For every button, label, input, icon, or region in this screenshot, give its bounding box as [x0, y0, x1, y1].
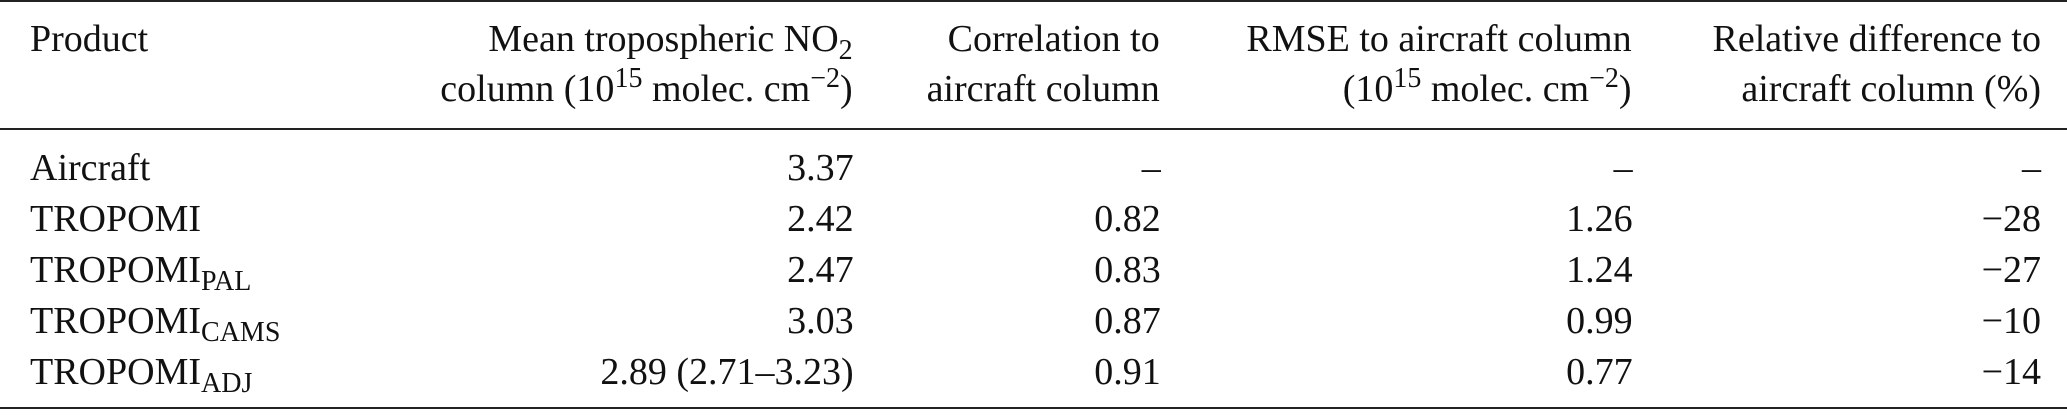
- no2-comparison-table: Product Mean tropospheric NO2 column (10…: [0, 0, 2067, 409]
- row-rmse: –: [1613, 146, 1633, 189]
- row-product: TROPOMI: [30, 197, 202, 240]
- row-relative-difference: −27: [1981, 248, 2041, 291]
- header-correlation-line2: aircraft column: [926, 68, 1160, 110]
- table-row: Aircraft 3.37 – – –: [0, 129, 2067, 193]
- header-correlation-line1: Correlation to: [947, 18, 1160, 60]
- table-row: TROPOMI 2.42 0.82 1.26 −28: [0, 193, 2067, 244]
- header-relative-difference: Relative difference to aircraft column (…: [1632, 0, 2067, 130]
- row-product: Aircraft: [30, 146, 151, 189]
- header-mean-line1: Mean tropospheric NO2: [488, 18, 853, 66]
- row-relative-difference: −28: [1981, 197, 2041, 240]
- table-header: Product Mean tropospheric NO2 column (10…: [0, 0, 2067, 130]
- row-product: TROPOMICAMS: [30, 299, 281, 348]
- header-product-label: Product: [30, 18, 149, 60]
- row-correlation: 0.83: [1094, 248, 1161, 291]
- row-correlation: 0.87: [1094, 299, 1161, 342]
- row-correlation: 0.82: [1094, 197, 1161, 240]
- header-reldiff-line2: aircraft column (%): [1741, 68, 2041, 110]
- row-mean: 2.47: [787, 248, 854, 291]
- header-mean-column: Mean tropospheric NO2 column (1015 molec…: [353, 0, 854, 130]
- row-rmse: 0.77: [1160, 346, 1633, 409]
- row-mean: 3.03: [787, 299, 854, 342]
- row-relative-difference: −10: [1981, 299, 2041, 342]
- header-rmse-line1: RMSE to aircraft column: [1246, 18, 1632, 60]
- header-row: Product Mean tropospheric NO2 column (10…: [0, 0, 2067, 130]
- table-row: TROPOMIPAL 2.47 0.83 1.24 −27: [0, 244, 2067, 297]
- header-correlation: Correlation to aircraft column: [853, 0, 1161, 130]
- row-mean: 3.37: [787, 146, 854, 189]
- row-rmse: 1.26: [1566, 197, 1633, 240]
- row-mean: 2.89 (2.71–3.23): [353, 346, 854, 409]
- row-correlation: 0.91: [853, 346, 1161, 409]
- row-relative-difference: −14: [1632, 346, 2067, 409]
- header-product: Product: [0, 0, 354, 130]
- row-relative-difference: –: [2022, 146, 2041, 189]
- header-reldiff-line1: Relative difference to: [1712, 18, 2041, 60]
- row-product: TROPOMIPAL: [30, 248, 252, 297]
- row-rmse: 0.99: [1566, 299, 1633, 342]
- header-mean-line2: column (1015 molec. cm−2): [440, 63, 853, 111]
- table-row: TROPOMIADJ 2.89 (2.71–3.23) 0.91 0.77 −1…: [0, 346, 2067, 409]
- header-rmse: RMSE to aircraft column (1015 molec. cm−…: [1160, 0, 1633, 130]
- row-product: TROPOMIADJ: [0, 346, 354, 409]
- header-rmse-line2: (1015 molec. cm−2): [1342, 63, 1632, 111]
- table-body: Aircraft 3.37 – – – TROPOMI 2.42 0.82 1.…: [0, 129, 2067, 409]
- row-correlation: –: [1141, 146, 1161, 189]
- table-row: TROPOMICAMS 3.03 0.87 0.99 −10: [0, 295, 2067, 348]
- row-mean: 2.42: [787, 197, 854, 240]
- row-rmse: 1.24: [1566, 248, 1633, 291]
